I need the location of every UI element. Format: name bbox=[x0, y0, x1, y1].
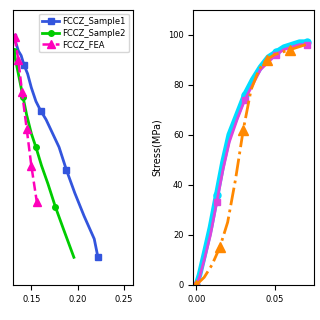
FCCZ_Sample2 bbox=[282, 48, 286, 52]
FCCZ_FEA bbox=[304, 43, 308, 46]
FCCZ_Sample1 bbox=[39, 108, 43, 112]
FCCZ_Sample2 bbox=[198, 276, 202, 279]
FCCZ_Sample1 bbox=[82, 214, 86, 218]
FCCZ_FEA bbox=[29, 164, 33, 167]
FCCZ_Sample1 bbox=[34, 100, 38, 103]
Legend: FCCZ_Sample1, FCCZ_Sample2, FCCZ_FEA: FCCZ_Sample1, FCCZ_Sample2, FCCZ_FEA bbox=[39, 14, 129, 52]
FCCZ_Sample2 bbox=[259, 68, 262, 72]
FCCZ_Sample1 bbox=[29, 86, 33, 90]
FCCZ_Sample2 bbox=[266, 60, 270, 64]
FCCZ_FEA bbox=[265, 58, 269, 61]
FCCZ_FEA bbox=[249, 88, 253, 92]
FCCZ_Sample1 bbox=[221, 160, 225, 164]
Y-axis label: Stress(MPa): Stress(MPa) bbox=[152, 118, 162, 176]
FCCZ_Sample1 bbox=[215, 193, 219, 197]
FCCZ_Sample1 bbox=[243, 93, 247, 97]
FCCZ_FEA bbox=[241, 128, 245, 132]
FCCZ_Sample1 bbox=[198, 273, 202, 277]
Line: FCCZ_Sample2: FCCZ_Sample2 bbox=[11, 48, 77, 260]
FCCZ_Sample2 bbox=[209, 233, 212, 237]
FCCZ_Sample2 bbox=[298, 43, 301, 46]
FCCZ_Sample1 bbox=[266, 55, 270, 59]
FCCZ_Sample1 bbox=[274, 50, 278, 54]
FCCZ_Sample1 bbox=[209, 225, 212, 229]
Line: FCCZ_FEA: FCCZ_FEA bbox=[192, 40, 311, 290]
FCCZ_Sample2 bbox=[46, 182, 50, 186]
FCCZ_Sample2 bbox=[62, 228, 66, 232]
FCCZ_FEA bbox=[218, 245, 222, 249]
FCCZ_Sample2 bbox=[12, 49, 16, 53]
FCCZ_Sample2 bbox=[53, 205, 57, 209]
FCCZ_Sample1 bbox=[227, 133, 231, 137]
FCCZ_Sample1 bbox=[195, 283, 198, 287]
FCCZ_FEA bbox=[234, 178, 237, 182]
FCCZ_Sample1 bbox=[235, 113, 239, 116]
FCCZ_Sample1 bbox=[22, 63, 26, 67]
FCCZ_Sample2 bbox=[305, 43, 309, 46]
FCCZ_FEA bbox=[35, 200, 39, 204]
FCCZ_Sample1 bbox=[51, 132, 54, 135]
FCCZ_FEA bbox=[257, 68, 261, 72]
FCCZ_Sample1 bbox=[282, 45, 286, 49]
FCCZ_Sample2 bbox=[274, 53, 278, 57]
FCCZ_Sample2 bbox=[17, 76, 21, 80]
FCCZ_Sample1 bbox=[92, 237, 96, 241]
Line: FCCZ_FEA: FCCZ_FEA bbox=[11, 33, 41, 206]
FCCZ_Sample2 bbox=[34, 145, 38, 149]
FCCZ_Sample2 bbox=[215, 200, 219, 204]
FCCZ_Sample1 bbox=[259, 65, 262, 69]
FCCZ_FEA bbox=[226, 220, 229, 224]
FCCZ_Sample2 bbox=[227, 140, 231, 144]
FCCZ_Sample2 bbox=[202, 258, 206, 262]
FCCZ_Sample2 bbox=[21, 95, 25, 99]
FCCZ_Sample1 bbox=[26, 72, 29, 76]
FCCZ_Sample1 bbox=[290, 43, 294, 46]
FCCZ_FEA bbox=[296, 45, 300, 49]
FCCZ_Sample2 bbox=[195, 283, 198, 287]
FCCZ_Sample1 bbox=[14, 40, 18, 44]
Line: FCCZ_Sample2: FCCZ_Sample2 bbox=[194, 42, 310, 288]
FCCZ_FEA bbox=[25, 127, 28, 131]
FCCZ_Sample1 bbox=[305, 40, 309, 44]
FCCZ_Sample1 bbox=[298, 40, 301, 44]
FCCZ_Sample1 bbox=[96, 255, 100, 259]
FCCZ_Sample2 bbox=[290, 45, 294, 49]
FCCZ_FEA bbox=[280, 50, 284, 54]
FCCZ_Sample1 bbox=[202, 253, 206, 257]
FCCZ_FEA bbox=[13, 35, 17, 39]
FCCZ_Sample2 bbox=[29, 132, 33, 135]
FCCZ_FEA bbox=[20, 90, 24, 94]
Line: FCCZ_Sample1: FCCZ_Sample1 bbox=[193, 39, 311, 288]
FCCZ_Sample1 bbox=[73, 191, 77, 195]
FCCZ_Sample1 bbox=[57, 145, 61, 149]
FCCZ_FEA bbox=[202, 276, 206, 279]
FCCZ_Sample1 bbox=[11, 35, 15, 39]
FCCZ_Sample1 bbox=[65, 168, 68, 172]
FCCZ_Sample2 bbox=[25, 113, 28, 117]
FCCZ_Sample2 bbox=[40, 164, 44, 167]
FCCZ_Sample2 bbox=[15, 63, 19, 67]
FCCZ_Sample1 bbox=[44, 118, 48, 122]
FCCZ_Sample2 bbox=[221, 168, 225, 172]
FCCZ_Sample2 bbox=[251, 83, 255, 87]
FCCZ_Sample1 bbox=[19, 53, 23, 57]
FCCZ_Sample2 bbox=[72, 255, 76, 259]
FCCZ_Sample2 bbox=[243, 98, 247, 101]
Line: FCCZ_Sample1: FCCZ_Sample1 bbox=[10, 34, 101, 260]
FCCZ_Sample1 bbox=[251, 78, 255, 82]
FCCZ_FEA bbox=[195, 283, 198, 287]
FCCZ_FEA bbox=[288, 48, 292, 52]
FCCZ_FEA bbox=[16, 58, 20, 62]
FCCZ_FEA bbox=[210, 263, 214, 267]
FCCZ_Sample1 bbox=[16, 49, 20, 53]
FCCZ_Sample2 bbox=[235, 118, 239, 122]
FCCZ_FEA bbox=[273, 53, 276, 57]
